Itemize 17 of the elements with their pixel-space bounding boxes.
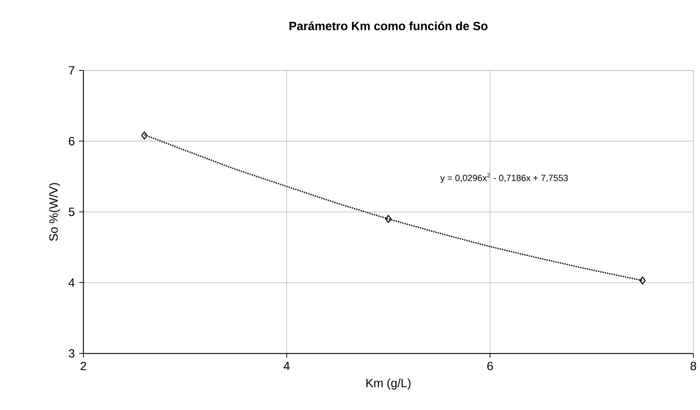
y-tick-label: 3 xyxy=(68,349,74,358)
y-tick-label: 5 xyxy=(68,208,74,216)
x-tick-label: 4 xyxy=(284,362,290,370)
x-tick-label: 2 xyxy=(80,362,86,370)
y-tick-label: 7 xyxy=(68,66,74,75)
annotation: y = 0,0296x$^{2}$ - 0,7186x + 7,7553 xyxy=(440,173,568,183)
x-axis-title: Km (g/L) xyxy=(366,378,411,390)
y-tick-label: 6 xyxy=(68,136,74,146)
y-axis-title: So %(W/V) xyxy=(48,183,60,241)
y-tick-label: 4 xyxy=(68,278,75,287)
x-tick-label: 8 xyxy=(690,362,696,370)
point xyxy=(639,276,646,285)
chart-title: Parámetro Km como función de So xyxy=(290,21,488,30)
line-series xyxy=(144,134,644,282)
x-tick-label: 6 xyxy=(487,362,493,370)
point xyxy=(385,214,392,223)
point xyxy=(141,132,148,140)
